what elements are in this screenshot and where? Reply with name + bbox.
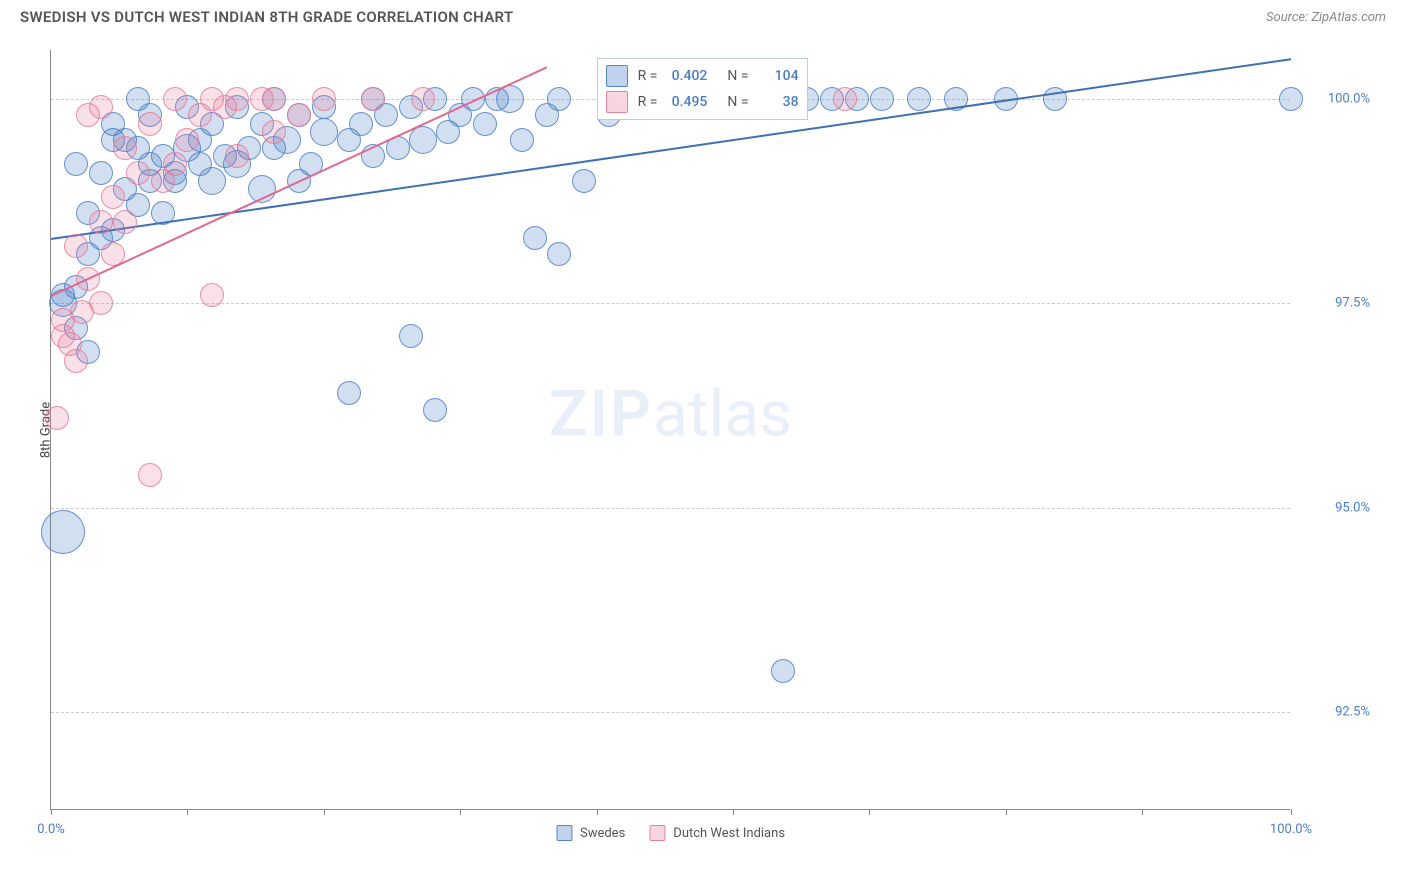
xtick	[1291, 809, 1292, 815]
legend-r-value: 0.495	[667, 94, 707, 110]
scatter-point	[423, 398, 447, 422]
legend-r-value: 0.402	[667, 68, 707, 84]
ytick-label: 92.5%	[1300, 704, 1370, 719]
scatter-point	[45, 406, 69, 430]
legend-swatch	[606, 65, 628, 87]
legend-swatch	[606, 91, 628, 113]
scatter-point	[163, 152, 187, 176]
scatter-point	[225, 87, 249, 111]
scatter-point	[262, 120, 286, 144]
scatter-point	[411, 87, 435, 111]
xtick	[51, 809, 52, 815]
legend-n-label: N =	[727, 94, 748, 110]
ytick-label: 100.0%	[1300, 92, 1370, 107]
scatter-point	[907, 87, 931, 111]
legend-stats: R = 0.402 N = 104 R = 0.495 N = 38	[597, 58, 808, 120]
scatter-point	[547, 242, 571, 266]
scatter-point	[349, 112, 373, 136]
legend-series: Swedes Dutch West Indians	[556, 825, 785, 841]
xtick	[1006, 809, 1007, 815]
legend-n-label: N =	[727, 68, 748, 84]
scatter-point	[101, 185, 125, 209]
xtick	[869, 809, 870, 815]
scatter-point	[833, 87, 857, 111]
legend-n-value: 104	[759, 68, 799, 84]
xtick	[187, 809, 188, 815]
scatter-point	[225, 144, 249, 168]
xtick-label: 100.0%	[1270, 822, 1312, 837]
legend-r-label: R =	[638, 68, 658, 84]
legend-item: Swedes	[556, 825, 625, 841]
legend-swatch	[649, 825, 665, 841]
legend-r-label: R =	[638, 94, 658, 110]
xtick	[460, 809, 461, 815]
ytick-label: 97.5%	[1300, 296, 1370, 311]
xtick	[597, 809, 598, 815]
watermark-light: atlas	[653, 377, 792, 452]
source-label: Source: ZipAtlas.com	[1266, 10, 1386, 25]
scatter-point	[200, 283, 224, 307]
scatter-point	[361, 87, 385, 111]
scatter-point	[870, 87, 894, 111]
scatter-point	[510, 128, 534, 152]
scatter-point	[473, 112, 497, 136]
scatter-point	[399, 324, 423, 348]
scatter-point	[138, 463, 162, 487]
scatter-point	[126, 161, 150, 185]
scatter-point	[337, 381, 361, 405]
scatter-point	[64, 234, 88, 258]
xtick	[324, 809, 325, 815]
scatter-point	[175, 128, 199, 152]
scatter-point	[89, 210, 113, 234]
scatter-point	[113, 210, 137, 234]
chart-container: 8th Grade ZIPatlas 92.5%95.0%97.5%100.0%…	[50, 50, 1380, 810]
legend-swatch	[556, 825, 572, 841]
scatter-point	[89, 161, 113, 185]
scatter-point	[287, 103, 311, 127]
legend-n-value: 38	[759, 94, 799, 110]
ytick-label: 95.0%	[1300, 500, 1370, 515]
scatter-point	[1279, 87, 1303, 111]
legend-stats-row: R = 0.402 N = 104	[606, 63, 799, 89]
scatter-point	[310, 118, 338, 146]
legend-item-label: Swedes	[580, 826, 625, 841]
scatter-point	[771, 659, 795, 683]
watermark: ZIPatlas	[549, 377, 792, 452]
scatter-point	[89, 291, 113, 315]
scatter-point	[138, 112, 162, 136]
xtick-label: 0.0%	[37, 822, 65, 837]
xtick	[733, 809, 734, 815]
scatter-point	[64, 152, 88, 176]
xtick	[1142, 809, 1143, 815]
legend-stats-row: R = 0.495 N = 38	[606, 89, 799, 115]
scatter-point	[41, 510, 85, 554]
scatter-plot: ZIPatlas 92.5%95.0%97.5%100.0%0.0%100.0%…	[50, 50, 1290, 810]
scatter-point	[572, 169, 596, 193]
watermark-bold: ZIP	[549, 377, 653, 452]
scatter-point	[89, 95, 113, 119]
legend-item-label: Dutch West Indians	[673, 826, 785, 841]
scatter-point	[163, 87, 187, 111]
gridline-h	[51, 303, 1290, 304]
gridline-h	[51, 712, 1290, 713]
gridline-h	[51, 508, 1290, 509]
scatter-point	[262, 87, 286, 111]
scatter-point	[198, 167, 226, 195]
scatter-point	[312, 87, 336, 111]
scatter-point	[523, 226, 547, 250]
scatter-point	[547, 87, 571, 111]
page-title: SWEDISH VS DUTCH WEST INDIAN 8TH GRADE C…	[20, 8, 513, 26]
scatter-point	[64, 349, 88, 373]
scatter-point	[409, 126, 437, 154]
scatter-point	[113, 136, 137, 160]
legend-item: Dutch West Indians	[649, 825, 785, 841]
